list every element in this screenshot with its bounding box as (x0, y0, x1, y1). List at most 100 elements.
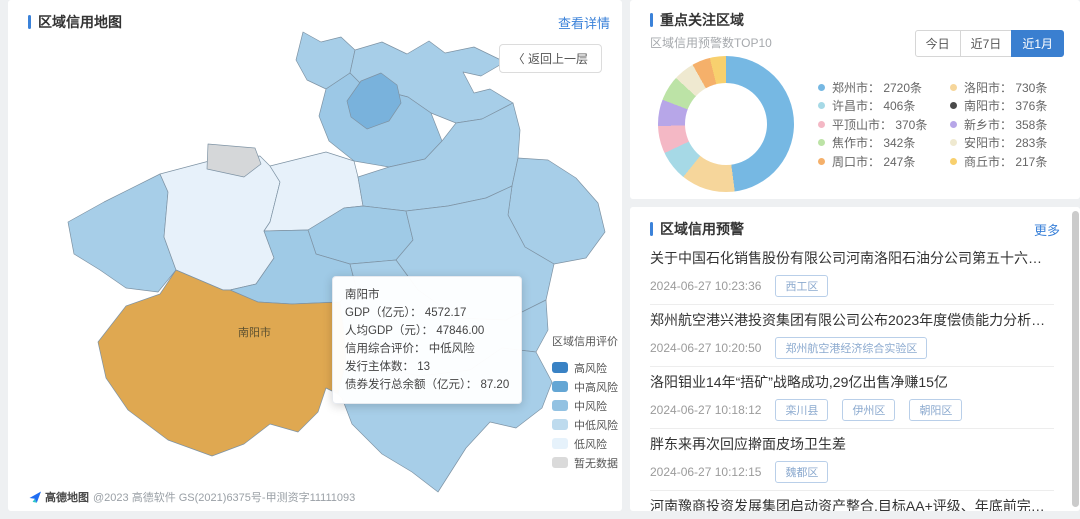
warning-time: 2024-06-27 10:20:50 (650, 341, 762, 355)
warning-meta: 2024-06-27 10:23:36 西工区 (650, 275, 1054, 297)
legend-dot (950, 102, 957, 110)
region-tag: 魏都区 (775, 461, 829, 483)
warning-time: 2024-06-27 10:23:36 (650, 279, 762, 293)
scrollbar-thumb[interactable] (1072, 211, 1079, 507)
warning-title[interactable]: 郑州航空港兴港投资集团有限公司公布2023年度偿债能力分析报告 (650, 312, 1054, 328)
page-title: 区域信用地图 (38, 14, 122, 30)
map-label-nanyang: 南阳市 (238, 325, 271, 339)
legend-text: 安阳市： 283条 (964, 136, 1048, 151)
tab-近1月[interactable]: 近1月 (1011, 30, 1064, 57)
tab-今日[interactable]: 今日 (914, 30, 961, 57)
tooltip-line: 信用综合评价： 中低风险 (345, 343, 475, 355)
time-range-tabs: 今日 近7日 近1月 (914, 30, 1064, 57)
view-detail-link[interactable]: 查看详情 (557, 16, 610, 31)
map-legend-item: 中高风险 (552, 377, 618, 396)
donut-legend-item[interactable]: 商丘市： 217条 (950, 152, 1080, 171)
legend-text: 洛阳市： 730条 (964, 80, 1048, 95)
legend-text: 平顶山市： 370条 (832, 117, 928, 132)
warning-list-item: 关于中国石化销售股份有限公司河南洛阳石油分公司第五十六加油站环境影响报告表告知.… (650, 243, 1054, 305)
focus-regions-panel: 重点关注区域 区域信用预警数TOP10 今日 近7日 近1月 郑州市： 2720条许… (630, 0, 1080, 199)
warning-title[interactable]: 胖东来再次回应擀面皮场卫生差 (650, 436, 846, 452)
legend-dot (818, 102, 825, 110)
map-attribution: 高德地图 @2023 高德软件 GS(2021)6375号-甲测资字111110… (28, 489, 355, 505)
map-region-jiyuan[interactable] (206, 143, 262, 178)
donut-legend-item[interactable]: 许昌市： 406条 (818, 97, 950, 116)
tooltip-line: 南阳市 (345, 289, 380, 301)
tooltip-line: GDP（亿元）： 4572.17 (345, 307, 467, 319)
map-region-luoyang[interactable] (159, 155, 281, 291)
legend-text: 南阳市： 376条 (964, 99, 1048, 114)
legend-swatch (552, 362, 568, 373)
donut-legend-item[interactable]: 焦作市： 342条 (818, 134, 950, 153)
warning-meta: 2024-06-27 10:20:50 郑州航空港经济综合实验区 (650, 337, 1054, 359)
region-tag: 栾川县 (775, 399, 829, 421)
accent-bar (650, 222, 653, 236)
map-legend-item: 中低风险 (552, 415, 618, 434)
map-legend-item: 暂无数据 (552, 453, 618, 472)
legend-text: 郑州市： 2720条 (832, 80, 923, 95)
map-legend-item: 低风险 (552, 434, 618, 453)
donut-legend-item[interactable]: 南阳市： 376条 (950, 97, 1080, 116)
tooltip-line: 发行主体数： 13 (345, 361, 430, 373)
donut-legend-item[interactable]: 新乡市： 358条 (950, 115, 1080, 134)
warning-time: 2024-06-27 10:12:15 (650, 465, 762, 479)
map-tooltip: 南阳市 GDP（亿元）： 4572.17 人均GDP（元）： 47846.00 信用综… (332, 276, 523, 404)
back-button[interactable]: 〈 返回上一层 (498, 44, 602, 73)
warning-donut-chart[interactable] (658, 56, 794, 192)
legend-text: 许昌市： 406条 (832, 99, 916, 114)
warning-title[interactable]: 河南豫商投资发展集团启动资产整合,目标AA+评级、年底前完成发债 (650, 498, 1054, 511)
legend-label: 低风险 (574, 438, 607, 451)
legend-label: 中高风险 (574, 381, 618, 394)
warning-title[interactable]: 关于中国石化销售股份有限公司河南洛阳石油分公司第五十六加油站环境影响报告表告知.… (650, 250, 1054, 266)
legend-text: 新乡市： 358条 (964, 117, 1048, 132)
legend-dot (818, 83, 825, 91)
legend-dot (950, 120, 957, 128)
legend-swatch (552, 457, 568, 468)
legend-swatch (552, 438, 568, 449)
warning-list-item: 洛阳钼业14年“捂矿”战略成功,29亿出售净赚15亿 2024-06-27 10:… (650, 367, 1054, 429)
accent-bar (650, 13, 653, 27)
amap-logo-icon (29, 491, 41, 503)
warning-list-item: 河南豫商投资发展集团启动资产整合,目标AA+评级、年底前完成发债2024-06-… (650, 491, 1054, 511)
region-tag: 郑州航空港经济综合实验区 (775, 337, 928, 359)
legend-dot (818, 139, 825, 147)
warning-list-item: 郑州航空港兴港投资集团有限公司公布2023年度偿债能力分析报告 2024-06-2… (650, 305, 1054, 367)
map-copyright: @2023 高德软件 GS(2021)6375号-甲测资字11111093 (93, 492, 356, 504)
warning-meta: 2024-06-27 10:12:15 魏都区 (650, 461, 1054, 483)
focus-panel-title: 重点关注区域 (660, 12, 744, 28)
map-legend-item: 中风险 (552, 396, 618, 415)
legend-swatch (552, 400, 568, 411)
legend-text: 周口市： 247条 (832, 154, 916, 169)
donut-legend-item[interactable]: 洛阳市： 730条 (950, 78, 1080, 97)
map-region-hebi[interactable] (346, 72, 402, 130)
legend-swatch (552, 381, 568, 392)
donut-legend-item[interactable]: 平顶山市： 370条 (818, 115, 950, 134)
region-tag: 朝阳区 (909, 399, 963, 421)
tooltip-line: 债券发行总余额（亿元）： 87.20 (345, 379, 510, 391)
legend-label: 中低风险 (574, 419, 618, 432)
credit-warning-panel: 区域信用预警 更多 关于中国石化销售股份有限公司河南洛阳石油分公司第五十六加油站… (630, 207, 1080, 511)
credit-map-panel: 南阳市 区域信用地图 查看详情 〈 返回上一层 南阳市 GDP（亿元）： 4572… (8, 0, 622, 511)
more-link[interactable]: 更多 (1033, 223, 1060, 238)
map-region-sanmenxia[interactable] (67, 173, 177, 293)
legend-label: 高风险 (574, 362, 607, 375)
donut-legend-item[interactable]: 郑州市： 2720条 (818, 78, 950, 97)
donut-legend-item[interactable]: 周口市： 247条 (818, 152, 950, 171)
henan-map: 南阳市 (67, 31, 606, 493)
legend-label: 中风险 (574, 400, 607, 413)
warning-meta: 2024-06-27 10:18:12 栾川县 伊州区 朝阳区 (650, 399, 1054, 421)
accent-bar (28, 15, 31, 29)
tooltip-line: 人均GDP（元）： 47846.00 (345, 325, 485, 337)
tab-近7日[interactable]: 近7日 (959, 30, 1013, 57)
warning-list: 关于中国石化销售股份有限公司河南洛阳石油分公司第五十六加油站环境影响报告表告知.… (650, 243, 1054, 511)
legend-dot (950, 139, 957, 147)
warning-title[interactable]: 洛阳钼业14年“捂矿”战略成功,29亿出售净赚15亿 (650, 374, 948, 390)
region-tag: 西工区 (775, 275, 829, 297)
amap-logo-text: 高德地图 (45, 492, 89, 504)
legend-dot (818, 157, 825, 165)
region-tag: 伊州区 (842, 399, 896, 421)
warning-panel-title: 区域信用预警 (660, 221, 744, 237)
map-legend-title: 区域信用评价 (552, 336, 618, 348)
donut-legend-item[interactable]: 安阳市： 283条 (950, 134, 1080, 153)
legend-dot (950, 157, 957, 165)
